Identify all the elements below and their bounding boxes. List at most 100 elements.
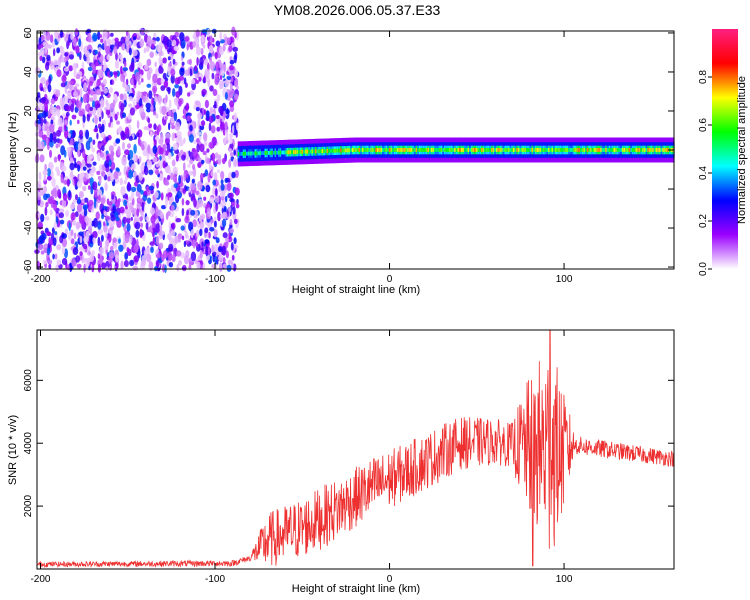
band-cell (395, 148, 398, 152)
y-tick-label: 60 (23, 27, 34, 39)
band-cell (425, 148, 428, 152)
noise-cell (122, 93, 128, 103)
noise-cell (89, 241, 94, 248)
noise-cell (126, 209, 131, 219)
noise-cell (194, 73, 198, 78)
noise-cell (222, 43, 226, 52)
noise-cell (110, 122, 114, 129)
noise-cell (229, 56, 233, 61)
x-tick-label: 100 (556, 574, 573, 585)
noise-cell (229, 228, 235, 234)
noise-cell (211, 152, 216, 162)
y-tick-label: 20 (23, 105, 34, 117)
noise-cell (132, 36, 137, 41)
noise-cell (93, 217, 98, 228)
noise-cell (175, 91, 181, 98)
noise-cell (168, 200, 172, 206)
band-cell (559, 148, 563, 152)
noise-cell (94, 49, 98, 55)
band-cell (660, 148, 663, 152)
noise-cell (171, 113, 175, 119)
noise-cell (176, 263, 180, 272)
noise-cell (228, 45, 233, 52)
noise-cell (217, 246, 223, 253)
noise-cell (176, 250, 182, 257)
noise-cell (225, 195, 228, 203)
noise-cell (143, 47, 147, 54)
noise-cell (102, 65, 107, 72)
noise-cell (228, 91, 233, 99)
noise-cell (72, 37, 76, 47)
band-cell (467, 148, 470, 152)
noise-cell (46, 175, 52, 181)
noise-cell (53, 48, 56, 57)
noise-cell (229, 133, 234, 138)
noise-cell (100, 234, 104, 242)
band-cell (650, 148, 653, 152)
noise-cell (201, 38, 205, 43)
noise-cell (203, 196, 207, 201)
noise-cell (76, 180, 83, 188)
noise-cell (201, 120, 206, 127)
noise-cell (69, 203, 76, 210)
noise-cell (223, 206, 227, 213)
noise-cell (51, 131, 57, 141)
band-cell (304, 149, 308, 154)
noise-cell (128, 96, 133, 101)
band-cell (314, 149, 318, 154)
noise-cell (168, 262, 174, 268)
noise-cell (48, 75, 52, 85)
noise-cell (155, 163, 160, 168)
band-cell (424, 148, 427, 152)
band-cell (319, 149, 323, 154)
noise-cell (105, 215, 111, 221)
noise-cell (140, 208, 143, 216)
figure-title: YM08.2026.006.05.37.E33 (274, 2, 441, 18)
noise-cell (129, 234, 133, 245)
band-cell (445, 148, 449, 152)
noise-cell (155, 36, 160, 42)
band-cell (576, 148, 579, 152)
noise-cell (184, 230, 188, 239)
band-cell (611, 148, 615, 152)
noise-cell (164, 181, 170, 186)
y-tick-label: -20 (23, 181, 34, 196)
noise-cell (199, 249, 203, 259)
band-cell (356, 148, 360, 152)
noise-cell (149, 130, 153, 137)
noise-cell (208, 122, 212, 132)
noise-cell (184, 36, 190, 42)
noise-cell (78, 110, 84, 117)
band-cell (663, 148, 667, 152)
noise-cell (150, 104, 154, 113)
band-cell (632, 148, 635, 152)
band-cell (373, 148, 376, 152)
noise-cell (212, 88, 218, 97)
noise-cell (90, 234, 93, 245)
band-cell (645, 148, 648, 152)
noise-cell (150, 246, 154, 254)
band-cell (598, 148, 601, 152)
noise-cell (204, 99, 209, 109)
snr-x-ticks: -200 -100 0 100 (30, 330, 573, 585)
noise-cell (44, 125, 48, 132)
band-cell (481, 148, 484, 152)
noise-cell (142, 149, 148, 157)
colorbar-tick-label: 0.8 (698, 70, 709, 84)
noise-cell (76, 203, 82, 213)
noise-cell (43, 84, 47, 93)
noise-cell (218, 262, 223, 272)
noise-cell (233, 237, 237, 245)
band-cell (392, 148, 395, 152)
noise-cell (174, 121, 181, 131)
noise-cell (149, 207, 156, 215)
band-cell (585, 148, 588, 152)
band-cell (573, 148, 576, 152)
noise-cell (104, 239, 110, 247)
spectrogram-y-ticks: -60 -40 -20 0 20 40 60 (23, 27, 674, 274)
noise-cell (133, 255, 139, 263)
noise-cell (150, 149, 154, 156)
noise-cell (233, 218, 238, 225)
noise-cell (145, 185, 150, 193)
noise-cell (133, 171, 137, 178)
